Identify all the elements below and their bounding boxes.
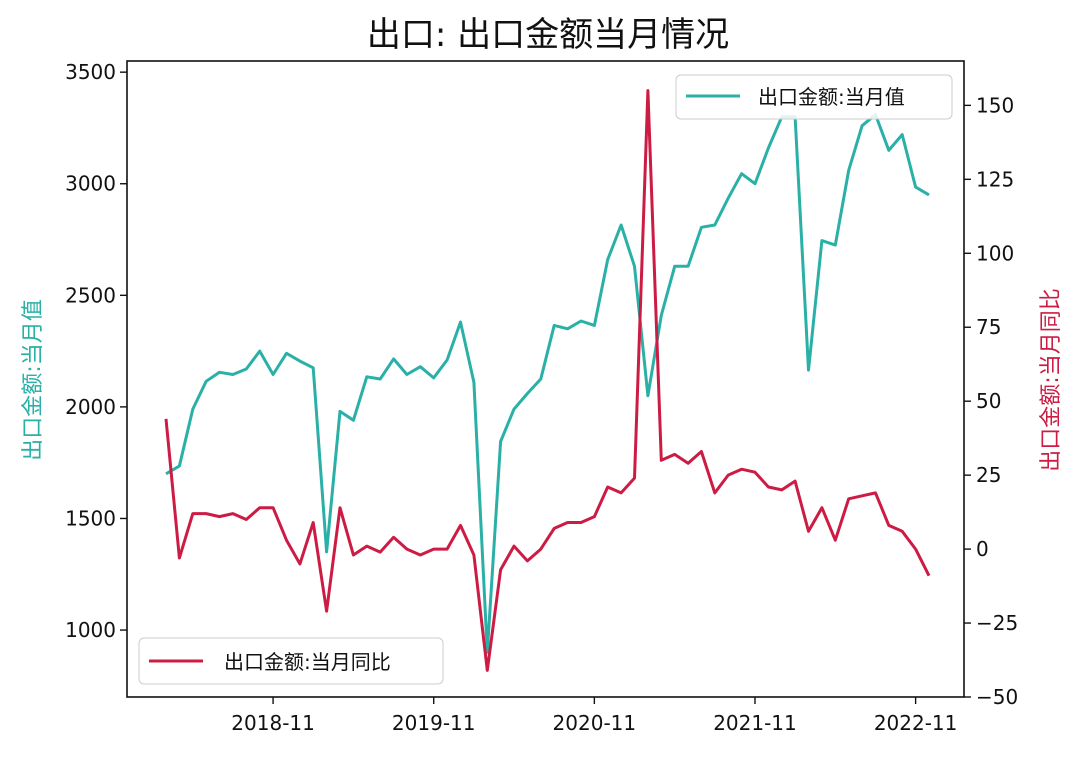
legend-bottom-left: 出口金额:当月同比 (138, 637, 444, 685)
left-tick-label: 2000 (65, 395, 116, 419)
plot-frame (126, 60, 965, 698)
left-tick-label: 2500 (65, 283, 116, 307)
x-tick-label: 2019-11 (392, 711, 476, 735)
series-line-export-value (165, 113, 930, 654)
right-axis-ticks: −50 −25 0 25 50 75 100 125 150 (964, 93, 1018, 709)
x-tick-label: 2020-11 (553, 711, 637, 735)
series-layer (164, 89, 931, 672)
legend-top-right: 出口金额:当月值 (675, 74, 953, 120)
x-tick-label: 2022-11 (874, 711, 958, 735)
left-axis-label: 出口金额:当月值 (21, 299, 46, 460)
legend-top-right-box (675, 74, 953, 120)
legend-label-export-value: 出口金额:当月值 (758, 85, 905, 109)
right-tick-label: 100 (976, 241, 1014, 265)
right-axis-label: 出口金额:当月同比 (1039, 288, 1064, 471)
right-tick-label: 50 (976, 389, 1001, 413)
legend-label-export-yoy: 出口金额:当月同比 (224, 650, 391, 674)
x-tick-label: 2021-11 (713, 711, 797, 735)
left-tick-label: 1000 (65, 618, 116, 642)
right-tick-label: 125 (976, 167, 1014, 191)
left-tick-label: 3500 (65, 60, 116, 84)
left-tick-label: 1500 (65, 506, 116, 530)
legend-bottom-left-box (138, 637, 444, 685)
right-tick-label: −25 (976, 611, 1018, 635)
left-tick-label: 3000 (65, 172, 116, 196)
right-tick-label: 75 (976, 315, 1001, 339)
right-tick-label: 0 (976, 537, 989, 561)
right-tick-label: −50 (976, 685, 1018, 709)
series-line-export-yoy (164, 89, 931, 672)
x-tick-label: 2018-11 (231, 711, 315, 735)
left-axis-ticks: 1000 1500 2000 2500 3000 3500 (65, 60, 127, 642)
x-axis-ticks: 2018-11 2019-11 2020-11 2021-11 2022-11 (231, 697, 957, 735)
right-tick-label: 150 (976, 93, 1014, 117)
chart-title: 出口: 出口金额当月情况 (367, 15, 729, 55)
right-tick-label: 25 (976, 463, 1001, 487)
